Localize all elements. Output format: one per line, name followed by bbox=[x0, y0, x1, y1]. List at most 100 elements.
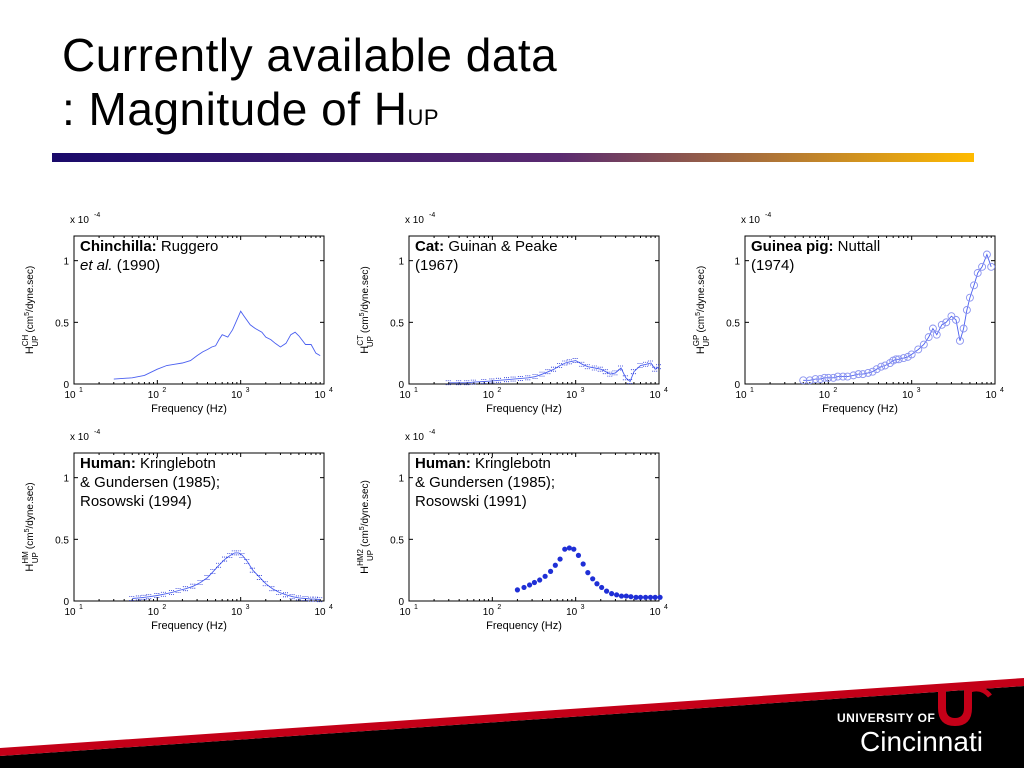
data-point bbox=[811, 375, 820, 384]
series-line bbox=[132, 552, 321, 601]
x-axis-label: Frequency (Hz) bbox=[486, 403, 562, 415]
x-tick-exponent: 3 bbox=[246, 604, 250, 611]
y-tick-label: 0.5 bbox=[55, 535, 69, 546]
data-point bbox=[580, 561, 586, 567]
y-axis-label: HGPUP (cm5/dyne.sec) bbox=[692, 266, 711, 354]
data-point bbox=[839, 372, 847, 381]
data-point bbox=[633, 594, 639, 600]
data-point bbox=[531, 579, 538, 586]
legend-author: Guinan & Peake bbox=[444, 238, 557, 255]
y-tick-label: 0.5 bbox=[390, 535, 404, 546]
plot-frame bbox=[408, 452, 660, 602]
x-tick-exponent: 3 bbox=[581, 387, 585, 394]
footer-band bbox=[0, 678, 1024, 768]
y-tick-label: 0 bbox=[398, 597, 404, 608]
data-point bbox=[542, 573, 548, 579]
y-axis-label: HCHUP (cm5/dyne.sec) bbox=[21, 266, 40, 354]
scale-label: x 10 bbox=[741, 215, 760, 226]
data-point bbox=[978, 262, 987, 271]
data-point bbox=[805, 376, 814, 385]
x-tick-label: 10 bbox=[566, 390, 578, 401]
x-tick-label: 10 bbox=[985, 390, 997, 401]
data-point bbox=[557, 556, 563, 562]
data-point bbox=[858, 370, 867, 379]
legend-text-line3: Rosowski (1991) bbox=[415, 493, 527, 510]
series-line bbox=[448, 360, 660, 384]
legend-author: Ruggero bbox=[157, 238, 219, 255]
y-tick-label: 1 bbox=[398, 257, 404, 268]
data-point bbox=[907, 350, 916, 359]
legend-text: Human: Kringlebotn bbox=[415, 455, 551, 472]
data-point bbox=[843, 372, 852, 381]
data-point bbox=[614, 592, 620, 598]
scale-label: x 10 bbox=[70, 215, 89, 226]
scale-exponent: -4 bbox=[429, 212, 435, 219]
y-axis-label-part: (cm bbox=[25, 316, 36, 333]
data-point bbox=[864, 368, 873, 377]
data-point bbox=[970, 281, 978, 290]
y-axis-label: HHMUP (cm5/dyne.sec) bbox=[21, 482, 40, 571]
x-tick-label: 10 bbox=[64, 390, 76, 401]
data-point bbox=[928, 324, 937, 333]
y-axis-label-part: /dyne.sec) bbox=[360, 266, 371, 312]
x-tick-label: 10 bbox=[399, 607, 411, 618]
x-tick-exponent: 1 bbox=[79, 387, 83, 394]
x-tick-exponent: 4 bbox=[1000, 387, 1004, 394]
legend-text: Human: Kringlebotn bbox=[80, 455, 216, 472]
x-tick-exponent: 4 bbox=[329, 604, 333, 611]
x-axis-label: Frequency (Hz) bbox=[822, 403, 898, 415]
slide-title: Currently available data : Magnitude of … bbox=[62, 28, 557, 137]
data-point bbox=[552, 562, 558, 568]
legend-author: Nuttall bbox=[834, 238, 881, 255]
legend-text-line3: Rosowski (1994) bbox=[80, 493, 192, 510]
data-point bbox=[628, 594, 634, 600]
x-tick-label: 10 bbox=[483, 607, 495, 618]
y-axis-label-part: H bbox=[24, 564, 36, 572]
x-tick-label: 10 bbox=[819, 390, 831, 401]
y-axis-label-part: /dyne.sec) bbox=[25, 266, 36, 312]
y-tick-label: 1 bbox=[63, 257, 69, 268]
y-tick-label: 1 bbox=[63, 474, 69, 485]
data-point bbox=[982, 250, 991, 259]
data-point bbox=[514, 587, 521, 593]
x-tick-label: 10 bbox=[483, 390, 495, 401]
x-tick-label: 10 bbox=[64, 607, 76, 618]
y-axis-label-part: CT bbox=[356, 335, 365, 346]
legend-year: & Gundersen (1985); bbox=[415, 474, 555, 491]
data-point bbox=[652, 594, 658, 600]
data-point bbox=[657, 594, 663, 600]
data-point bbox=[854, 370, 863, 379]
y-axis-label-part: UP bbox=[31, 336, 40, 347]
uc-logo-icon bbox=[938, 686, 992, 726]
y-axis-label-part: /dyne.sec) bbox=[360, 480, 371, 526]
data-point bbox=[824, 373, 833, 382]
y-axis-label-part: UP bbox=[702, 336, 711, 347]
y-axis-label-part: H bbox=[695, 346, 707, 354]
title-subscript: UP bbox=[407, 105, 440, 131]
y-axis-label-part: 5 bbox=[24, 528, 31, 532]
legend-species: Chinchilla: bbox=[80, 238, 157, 255]
data-point bbox=[849, 371, 858, 380]
data-point bbox=[637, 594, 644, 600]
x-tick-exponent: 1 bbox=[79, 604, 83, 611]
legend-author: Kringlebotn bbox=[471, 455, 551, 472]
legend-text: Guinea pig: Nuttall bbox=[751, 238, 880, 255]
y-tick-label: 1 bbox=[398, 474, 404, 485]
plot-frame bbox=[408, 235, 660, 385]
title-line-2-text: : Magnitude of H bbox=[62, 83, 408, 136]
legend-year: (1974) bbox=[751, 257, 794, 274]
data-point bbox=[881, 361, 890, 370]
x-tick-exponent: 2 bbox=[162, 604, 166, 611]
y-tick-label: 0 bbox=[63, 597, 69, 608]
data-point bbox=[526, 582, 533, 588]
legend-text: Cat: Guinan & Peake bbox=[415, 238, 558, 255]
y-axis-label-part: 5 bbox=[359, 312, 366, 316]
legend-year: & Gundersen (1985); bbox=[80, 474, 220, 491]
x-tick-label: 10 bbox=[231, 607, 243, 618]
y-axis-label-part: (cm bbox=[360, 530, 371, 547]
title-rule bbox=[52, 153, 974, 162]
data-point bbox=[937, 320, 946, 329]
legend-text-line2: (1974) bbox=[751, 257, 794, 274]
data-point bbox=[571, 546, 577, 552]
